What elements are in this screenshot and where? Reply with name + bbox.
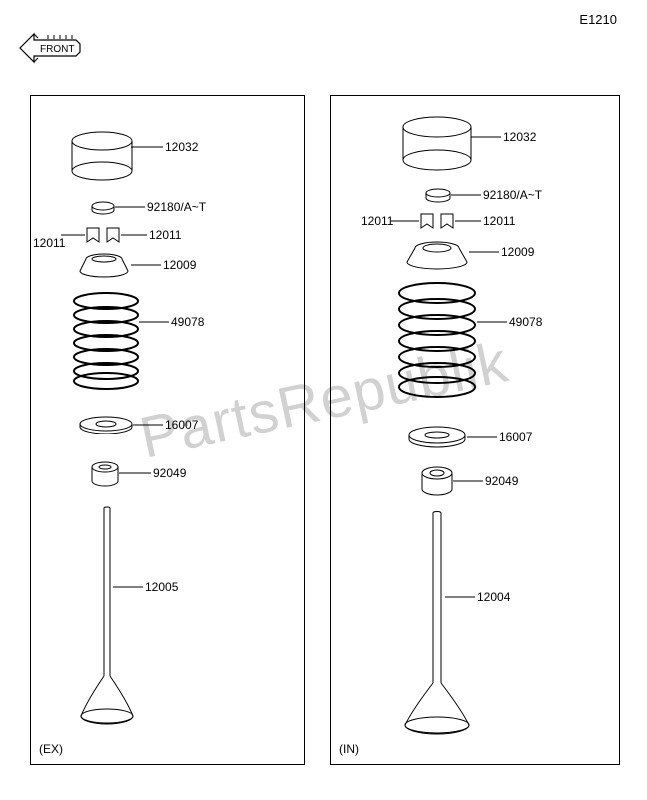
part-retainer-in — [403, 238, 471, 270]
label-seal-in: 92049 — [485, 474, 518, 488]
part-seal-ex — [91, 461, 119, 487]
panel-exhaust: (EX) 12032 92180/A~T 12011 12011 12009 — [30, 95, 305, 765]
part-collet-right-ex — [105, 226, 121, 244]
part-valve-in — [401, 511, 473, 736]
panel-label-in: (IN) — [339, 742, 359, 756]
part-shim-ex — [91, 201, 115, 215]
part-tappet-ex — [71, 131, 133, 181]
header-code: E1210 — [579, 12, 617, 27]
label-seal-ex: 92049 — [153, 466, 186, 480]
label-collet-right-in: 12011 — [483, 214, 515, 228]
label-retainer-ex: 12009 — [163, 258, 196, 272]
label-shim-ex: 92180/A~T — [147, 200, 206, 214]
label-shim-in: 92180/A~T — [483, 188, 542, 202]
label-seat-ex: 16007 — [165, 418, 198, 432]
diagram-container: E1210 FRONT (EX) 12032 92180/A~T — [0, 0, 647, 800]
label-valve-in: 12004 — [477, 590, 510, 604]
label-valve-ex: 12005 — [145, 580, 178, 594]
part-seat-ex — [79, 416, 133, 434]
front-badge-icon: FRONT — [18, 30, 88, 71]
panel-label-ex: (EX) — [39, 742, 63, 756]
label-tappet-ex: 12032 — [165, 140, 198, 154]
label-collet-left-in: 12011 — [361, 214, 393, 228]
label-spring-in: 49078 — [509, 315, 542, 329]
label-collet-left-ex: 12011 — [33, 236, 65, 250]
part-shim-in — [425, 188, 451, 204]
label-seat-in: 16007 — [499, 430, 532, 444]
part-collet-right-in — [439, 212, 455, 230]
part-valve-ex — [77, 506, 137, 726]
label-tappet-in: 12032 — [503, 130, 536, 144]
part-retainer-ex — [76, 251, 132, 279]
svg-text:FRONT: FRONT — [40, 44, 74, 55]
part-seat-in — [407, 426, 467, 448]
part-tappet-in — [401, 116, 473, 172]
part-spring-ex — [71, 291, 141, 391]
part-collet-left-in — [419, 212, 435, 230]
part-spring-in — [395, 281, 479, 401]
label-retainer-in: 12009 — [501, 245, 534, 259]
label-collet-right-ex: 12011 — [149, 228, 181, 242]
part-collet-left-ex — [85, 226, 101, 244]
part-seal-in — [421, 466, 453, 496]
panel-intake: (IN) 12032 92180/A~T 12011 12011 12009 — [330, 95, 620, 765]
label-spring-ex: 49078 — [171, 315, 204, 329]
